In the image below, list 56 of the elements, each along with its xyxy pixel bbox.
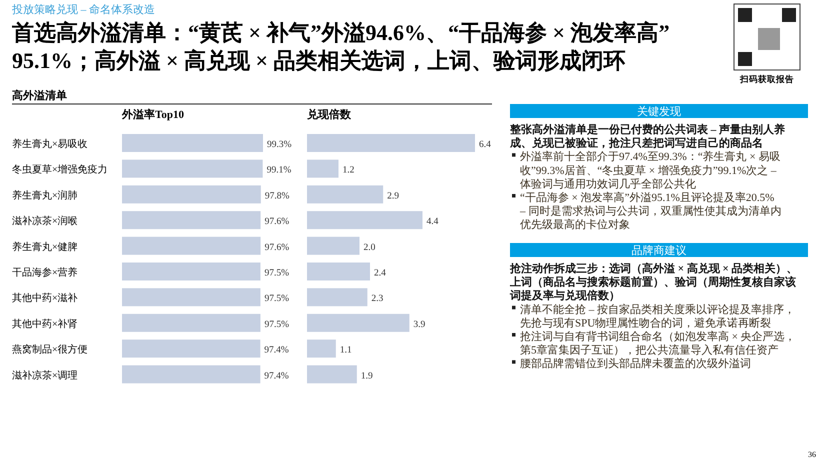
text: 品牌商建议 xyxy=(632,244,686,257)
y-tick-label: 滋补凉茶×润喉 xyxy=(12,215,78,228)
bar xyxy=(307,211,422,230)
text: “干品海参 × 泡发率高”外溢95.1%且评论提及率20.5% – 同时是需求热词与公共词，双重属性使其成为清单内优先级最高的卡位对象 xyxy=(519,191,782,232)
bar xyxy=(307,262,370,280)
bar xyxy=(307,288,368,306)
text: 抢注词与自有背书词组合命名（如泡发率高 × 央企严选，第5章富集因子互证），把公共流量导入私有信任资产 xyxy=(520,330,796,357)
text: 关键发现 xyxy=(637,105,681,118)
bar xyxy=(307,160,338,178)
y-tick-label: 冬虫夏草×增强免疫力 xyxy=(12,164,108,176)
text: 抢注动作拆成三步：选词（高外溢 × 高兑现 × 品类相关）、上词（商品名与搜索标题前置）、验词（周期性复核自家该词提及率与兑现倍数） xyxy=(509,262,798,302)
data-label: 4.4 xyxy=(426,217,439,228)
data-label: 1.9 xyxy=(360,371,373,382)
data-label: 97.5% xyxy=(264,268,290,278)
data-label: 97.4% xyxy=(264,371,289,382)
data-label: 97.6% xyxy=(264,217,290,228)
data-label: 99.3% xyxy=(267,140,292,150)
text: 扫码获取报告 xyxy=(739,74,794,84)
data-label: 3.9 xyxy=(413,320,426,330)
data-label: 6.4 xyxy=(479,140,492,150)
y-tick-label: 燕窝制品×很方便 xyxy=(12,344,88,356)
text: 首选高外溢清单：“黄芪 × 补气”外溢94.6%、“干品海参 × 泡发率高”95.1%；高外溢 × 高兑现 × 品类相关选词，上词、验词形成闭环 xyxy=(11,20,670,73)
text: 整张高外溢清单是一份已付费的公共词表 – 声量由别人养成、兑现已被验证，抢注只差把词写进自己的商品名 xyxy=(509,123,785,150)
chart-title: 兑现倍数 xyxy=(306,108,352,121)
text: 投放策略兑现 – 命名体系改造 xyxy=(11,3,155,16)
data-label: 97.8% xyxy=(264,191,290,202)
bar xyxy=(307,134,475,152)
data-label: 1.1 xyxy=(340,346,352,356)
bar xyxy=(307,365,357,384)
data-label: 97.6% xyxy=(264,242,290,253)
data-label: 2.3 xyxy=(371,294,384,304)
data-label: 1.2 xyxy=(342,166,355,176)
y-tick-label: 养生膏丸×易吸收 xyxy=(12,138,88,150)
data-label: 97.4% xyxy=(264,346,289,356)
bar xyxy=(307,185,384,204)
data-label: 2.0 xyxy=(364,242,376,253)
bar xyxy=(307,314,410,332)
text: 腰部品牌需错位到头部品牌未覆盖的次级外溢词 xyxy=(520,357,751,370)
y-tick-label: 滋补凉茶×调理 xyxy=(12,369,78,382)
bar xyxy=(307,236,360,255)
bar xyxy=(307,340,336,358)
data-label: 99.1% xyxy=(266,166,292,176)
data-label: 97.5% xyxy=(264,320,290,330)
y-tick-label: 其他中药×补肾 xyxy=(12,318,78,330)
data-label: 2.4 xyxy=(374,268,386,278)
y-tick-label: 养生膏丸×健脾 xyxy=(12,240,78,253)
text: 清单不能全抢 – 按自家品类相关度乘以评论提及率排序，先抢与现有SPU物理属性吻合的词，避免承诺再断裂 xyxy=(520,302,795,330)
text: 外溢率前十全部介于97.4%至99.3%：“养生膏丸 × 易吸收”99.3%居首、“冬虫夏草 × 增强免疫力”99.1%次之 – 体验词与通用功效词几乎全部公共化 xyxy=(520,150,780,190)
chart-title: 外溢率Top10 xyxy=(121,108,184,121)
text: 高外溢清单 xyxy=(12,89,67,102)
data-label: 97.5% xyxy=(264,294,290,304)
y-tick-label: 其他中药×滋补 xyxy=(12,292,78,304)
y-tick-label: 干品海参×营养 xyxy=(12,266,78,278)
data-label: 2.9 xyxy=(387,191,400,202)
text: 36 xyxy=(808,450,816,459)
y-tick-label: 养生膏丸×润肺 xyxy=(12,189,78,202)
